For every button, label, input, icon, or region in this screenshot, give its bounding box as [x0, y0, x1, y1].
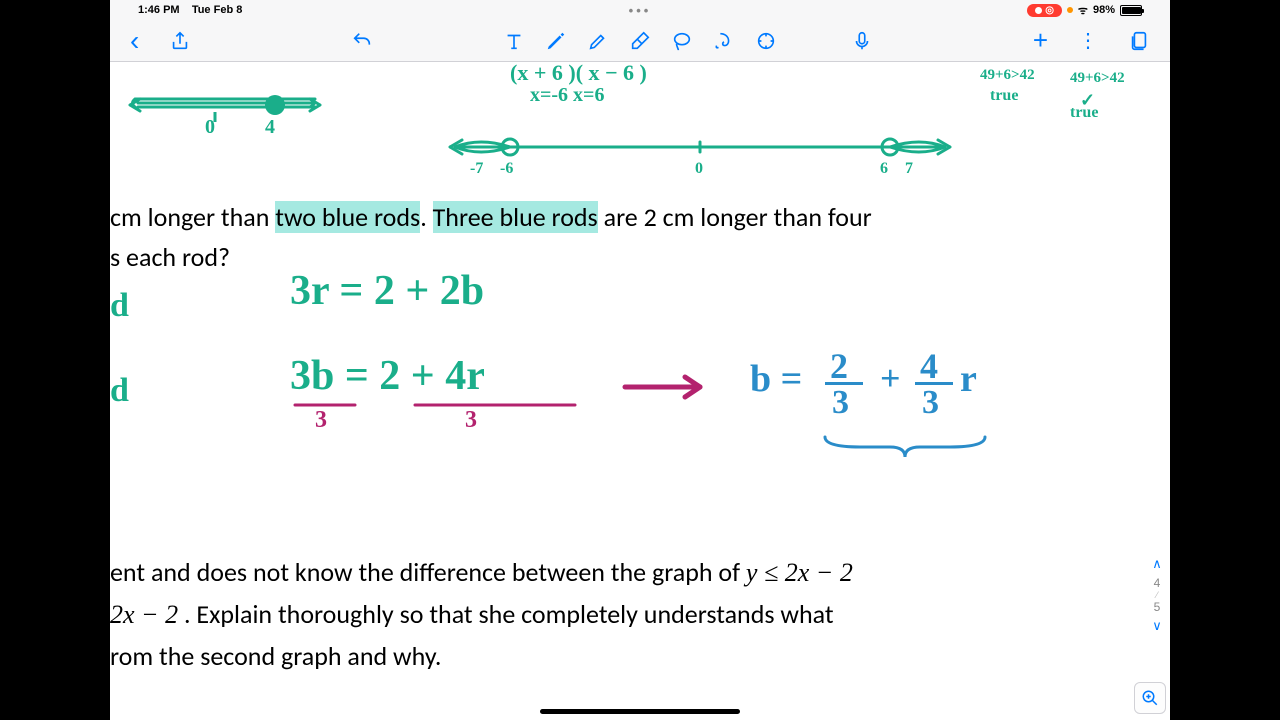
hw-factor: (x + 6 )( x − 6 ) — [510, 62, 647, 86]
text-tool-icon[interactable] — [503, 30, 525, 52]
doc-line-1: cm longer than two blue rods. Three blue… — [110, 197, 872, 237]
doc-l4a: . Explain thoroughly so that she complet… — [178, 598, 834, 630]
eq1: 3r = 2 + 2b — [290, 267, 484, 315]
share-icon[interactable] — [169, 30, 191, 52]
doc-l3-math: y ≤ 2x − 2 — [746, 558, 853, 587]
shape-tool-icon[interactable] — [713, 30, 735, 52]
doc-l1-hl1: two blue rods — [275, 201, 420, 233]
side-note-2: true — [990, 87, 1018, 105]
partial-d-2: d — [110, 372, 129, 410]
div-3-1: 3 — [315, 407, 327, 434]
page-down-button[interactable]: ∨ — [1147, 618, 1167, 634]
nl1-label-4: 4 — [265, 116, 275, 139]
lasso-tool-icon[interactable] — [671, 30, 693, 52]
arrow-icon — [620, 367, 720, 407]
wifi-icon: ᯤ — [1078, 3, 1088, 18]
recording-indicator[interactable]: ◎ — [1027, 4, 1062, 17]
nl2-0: 0 — [695, 160, 703, 178]
side-note-1: 49+6>42 — [980, 67, 1035, 84]
doc-line-3: ent and does not know the difference bet… — [110, 552, 853, 593]
doc-l1a: cm longer than — [110, 201, 275, 233]
document-canvas[interactable]: 0 4 (x + 6 )( x − 6 ) x=-6 x=6 49+6>42 t… — [110, 62, 1170, 720]
eq3-3b: 3 — [922, 384, 939, 422]
battery-pct: 98% — [1093, 4, 1115, 16]
eq3-r: r — [960, 357, 977, 401]
eraser-tool-icon[interactable] — [629, 30, 651, 52]
undo-button[interactable] — [351, 30, 373, 52]
brace-under — [820, 432, 990, 462]
doc-line-5: rom the second graph and why. — [110, 636, 441, 676]
ruler-tool-icon[interactable] — [755, 30, 777, 52]
page-up-button[interactable]: ∧ — [1147, 556, 1167, 572]
eq2: 3b = 2 + 4r — [290, 352, 485, 400]
multitask-dots[interactable]: ••• — [629, 3, 652, 18]
add-button[interactable]: + — [1033, 25, 1048, 56]
eq3-plus: + — [880, 357, 901, 399]
doc-l1b: . — [420, 201, 432, 233]
more-button[interactable]: ⋮ — [1078, 28, 1098, 53]
time-label: 1:46 PM — [138, 4, 180, 16]
date-label: Tue Feb 8 — [192, 4, 243, 16]
eq3-3a: 3 — [832, 384, 849, 422]
hw-solve: x=-6 x=6 — [530, 84, 604, 107]
home-indicator[interactable] — [540, 709, 740, 714]
partial-d-1: d — [110, 287, 129, 325]
eq3-b: b = — [750, 357, 802, 401]
eq3-4: 4 — [920, 345, 938, 387]
tablet-screen: 1:46 PM Tue Feb 8 ••• ◎ ᯤ 98% ‹ — [110, 0, 1170, 720]
doc-l3a: ent and does not know the difference bet… — [110, 556, 746, 588]
page-total: 5 — [1147, 600, 1167, 614]
pen-tool-icon[interactable] — [545, 30, 567, 52]
nl2-neg6: -6 — [500, 160, 513, 178]
status-bar: 1:46 PM Tue Feb 8 ••• ◎ ᯤ 98% — [110, 0, 1170, 20]
back-button[interactable]: ‹ — [130, 25, 139, 57]
doc-l1c: are 2 cm longer than four — [598, 201, 872, 233]
target-icon: ◎ — [1045, 5, 1054, 16]
nl2-7: 7 — [905, 160, 913, 178]
battery-icon — [1120, 5, 1142, 16]
nl2-neg7: -7 — [470, 160, 483, 178]
nl2-6: 6 — [880, 160, 888, 178]
page-indicator: ∧ 4 ⁄ 5 ∨ — [1147, 552, 1167, 638]
doc-l4-math: 2x − 2 — [110, 600, 178, 629]
doc-l1-hl2: Three blue rods — [433, 201, 598, 233]
mic-active-dot — [1067, 7, 1073, 13]
page-current: 4 — [1147, 576, 1167, 590]
div-3-2: 3 — [465, 407, 477, 434]
highlighter-tool-icon[interactable] — [587, 30, 609, 52]
doc-line-2: s each rod? — [110, 237, 230, 277]
doc-line-4: 2x − 2 . Explain thoroughly so that she … — [110, 594, 834, 635]
mic-icon[interactable] — [851, 30, 873, 52]
nl1-label-0: 0 — [205, 116, 215, 139]
eq3-2: 2 — [830, 345, 848, 387]
side-note-3: 49+6>42 — [1070, 70, 1125, 87]
divide-underlines — [285, 397, 625, 447]
pages-icon[interactable] — [1128, 30, 1150, 52]
status-time: 1:46 PM Tue Feb 8 — [138, 4, 242, 16]
app-toolbar: ‹ — [110, 20, 1170, 62]
side-note-4: true — [1070, 104, 1098, 122]
zoom-button[interactable] — [1134, 682, 1166, 714]
page-sep: ⁄ — [1147, 590, 1167, 600]
number-line-1 — [120, 77, 330, 137]
